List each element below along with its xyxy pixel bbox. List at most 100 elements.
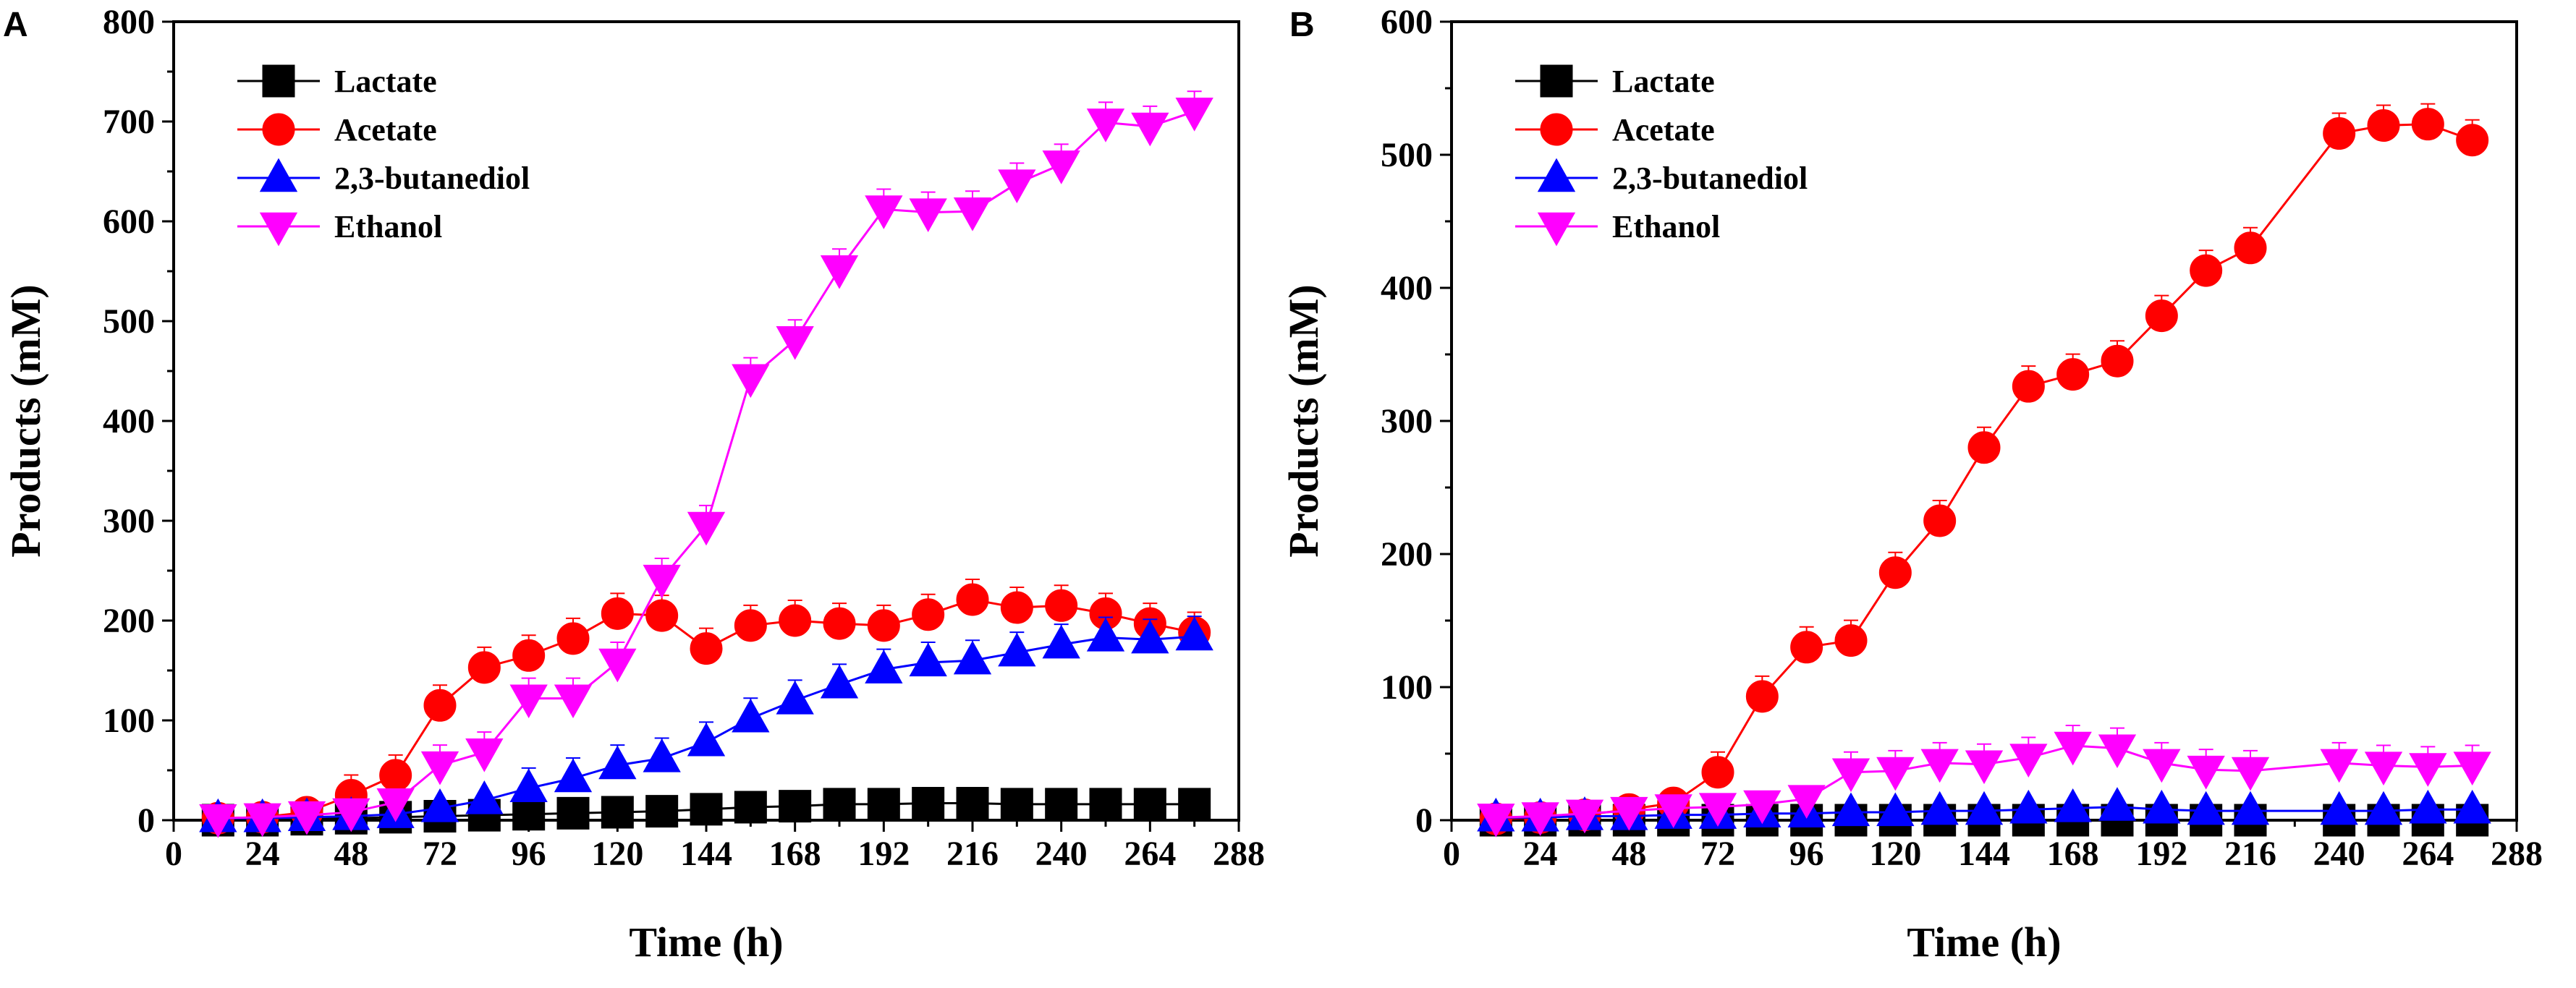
data-point-acetate-b — [1745, 680, 1779, 713]
data-point-ethanol-b — [1965, 750, 2004, 785]
data-point-2-3-butanediol-b — [2187, 791, 2225, 825]
x-tick-label-b: 168 — [2047, 835, 2099, 873]
panel-b: B 0 24 48 72 96 120 144 168 192 216 240 264 288 0 100 20… — [1280, 3, 2543, 966]
y-tick-label-a: 200 — [103, 602, 155, 640]
data-point-acetate-b — [2056, 358, 2090, 391]
x-tick-label-b: 264 — [2402, 835, 2454, 873]
data-point-2-3-butanediol-b — [2409, 789, 2447, 824]
legend-marker-lactate-b — [1540, 64, 1573, 98]
y-tick-label-a: 600 — [103, 203, 155, 241]
data-point-lactate-a — [912, 787, 945, 820]
data-point-acetate-a — [867, 609, 900, 642]
y-axis-title-a: Products (mM) — [2, 284, 49, 557]
x-axis-title-b: Time (h) — [1907, 919, 2061, 966]
legend-marker-ethanol-a — [259, 212, 298, 247]
series-2-3-butanediol-a — [199, 616, 1213, 832]
data-point-acetate-a — [956, 583, 989, 616]
y-tick-label-b: 600 — [1381, 3, 1433, 41]
panel-a: A 0 24 48 72 96 120 144 168 192 216 240 264 288 0 100 20… — [2, 3, 1265, 966]
data-point-2-3-butanediol-a — [465, 780, 504, 814]
y-tick-label-a: 0 — [137, 801, 155, 840]
data-point-lactate-a — [734, 791, 767, 824]
data-point-acetate-b — [1790, 631, 1823, 664]
x-tick-label-a: 216 — [946, 835, 999, 873]
data-point-2-3-butanediol-b — [1831, 792, 1870, 827]
data-point-ethanol-a — [953, 197, 992, 231]
data-point-acetate-b — [1834, 624, 1868, 657]
legend-label-acetate-a: Acetate — [334, 112, 437, 148]
data-point-2-3-butanediol-a — [820, 664, 859, 699]
legend-marker-2-3-butanediol-b — [1537, 158, 1576, 192]
data-point-ethanol-a — [420, 751, 459, 785]
legend-marker-acetate-b — [1540, 113, 1573, 146]
data-point-lactate-a — [956, 787, 989, 820]
data-point-2-3-butanediol-b — [2453, 789, 2491, 824]
data-point-acetate-a — [467, 651, 501, 684]
data-point-2-3-butanediol-a — [1131, 619, 1169, 654]
data-point-acetate-b — [1701, 756, 1734, 789]
legend-marker-2-3-butanediol-a — [259, 158, 298, 192]
data-point-ethanol-b — [2364, 751, 2403, 785]
data-point-ethanol-b — [2009, 744, 2048, 778]
data-point-acetate-a — [379, 759, 412, 792]
data-point-acetate-b — [2101, 344, 2134, 378]
data-point-ethanol-b — [2409, 753, 2447, 787]
data-point-ethanol-b — [1521, 802, 1559, 836]
x-axis-title-a: Time (h) — [629, 919, 783, 966]
legend-b: Lactate Acetate 2,3-butanediol Ethanol — [1515, 64, 1808, 247]
data-point-ethanol-a — [1175, 98, 1213, 132]
data-point-acetate-a — [779, 604, 812, 637]
data-point-ethanol-b — [1876, 757, 1915, 791]
data-point-acetate-b — [2456, 124, 2489, 157]
data-point-2-3-butanediol-a — [1086, 618, 1125, 652]
data-point-acetate-b — [2145, 299, 2178, 333]
data-point-ethanol-b — [2453, 751, 2491, 785]
series-line-2-3-butanediol-b — [1496, 806, 2473, 819]
data-point-ethanol-b — [1920, 749, 1959, 783]
data-point-2-3-butanediol-b — [2143, 789, 2181, 824]
y-tick-label-b: 400 — [1381, 269, 1433, 307]
data-point-2-3-butanediol-b — [2098, 787, 2137, 821]
legend-label-ethanol-a: Ethanol — [334, 209, 442, 244]
data-point-ethanol-a — [643, 564, 681, 599]
data-point-2-3-butanediol-a — [598, 745, 637, 780]
series-line-ethanol-b — [1496, 744, 2473, 819]
data-point-ethanol-b — [1565, 799, 1604, 834]
panel-letter-b: B — [1289, 6, 1315, 44]
data-point-acetate-a — [512, 639, 546, 672]
data-point-acetate-b — [2012, 370, 2045, 403]
legend-label-2-3-butanediol-b: 2,3-butanediol — [1612, 161, 1808, 196]
x-tick-label-a: 72 — [423, 835, 457, 873]
data-point-acetate-b — [2234, 231, 2267, 265]
series-2-3-butanediol-b — [1477, 787, 2491, 832]
data-point-ethanol-b — [2187, 755, 2225, 790]
legend-marker-acetate-a — [262, 113, 295, 146]
data-point-ethanol-a — [199, 804, 237, 838]
data-point-lactate-a — [690, 793, 723, 826]
y-tick-label-a: 500 — [103, 302, 155, 341]
legend-marker-ethanol-b — [1537, 212, 1576, 247]
data-point-acetate-b — [2367, 109, 2400, 142]
x-tick-label-a: 288 — [1213, 835, 1265, 873]
x-tick-label-a: 120 — [591, 835, 643, 873]
legend-a: Lactate Acetate 2,3-butanediol Ethanol — [237, 64, 530, 247]
data-point-ethanol-b — [2143, 749, 2181, 783]
y-tick-label-b: 100 — [1381, 668, 1433, 707]
data-point-2-3-butanediol-b — [1965, 791, 2004, 825]
data-point-ethanol-a — [687, 511, 726, 546]
data-point-acetate-b — [2323, 117, 2356, 150]
data-point-2-3-butanediol-a — [1042, 624, 1080, 659]
x-tick-label-a: 168 — [769, 835, 821, 873]
y-axis-title-b: Products (mM) — [1280, 284, 1327, 557]
data-point-ethanol-b — [1610, 796, 1648, 831]
legend-label-ethanol-b: Ethanol — [1612, 209, 1720, 244]
x-tick-label-b: 0 — [1443, 835, 1460, 873]
data-point-ethanol-b — [1787, 785, 1826, 819]
y-tick-label-b: 300 — [1381, 402, 1433, 440]
data-point-2-3-butanediol-a — [732, 698, 770, 733]
data-point-ethanol-b — [1698, 793, 1737, 827]
data-point-lactate-a — [1089, 788, 1122, 821]
data-point-acetate-a — [1045, 589, 1078, 622]
data-point-acetate-a — [823, 607, 856, 640]
